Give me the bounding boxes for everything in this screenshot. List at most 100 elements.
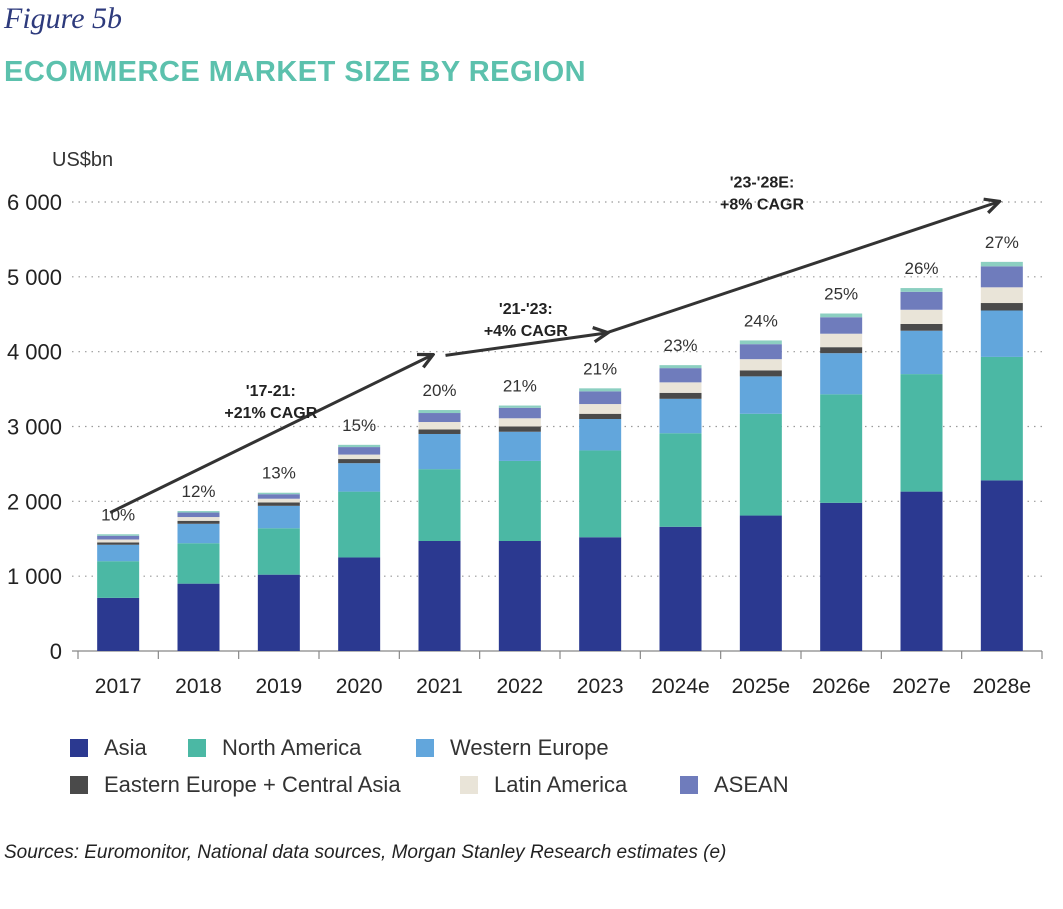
legend-item-eastern-europe: Eastern Europe + Central Asia [70,772,401,798]
bar-segment-asean [900,291,943,310]
bar-segment-western-europe [659,398,702,434]
bar-segment-eastern-europe-central-asia [820,347,863,354]
x-tick-label: 2027e [892,675,950,698]
bar-segment-latin-america [980,287,1023,304]
bar-segment-asia [498,540,541,651]
bar-segment-asia [257,574,300,651]
bar-segment-asean [257,494,300,499]
bar-segment-asia [659,526,702,651]
bar-segment-latin-america [659,382,702,393]
bar-segment-north-america [177,543,220,584]
bar-segment-other [820,313,863,318]
cagr-arrow [109,355,431,514]
x-tick-label: 2025e [732,675,790,698]
bar-segment-western-europe [177,523,220,544]
y-tick-label: 3 000 [7,415,62,440]
bar-segment-latin-america [177,517,220,521]
bar-segment-asia [980,480,1023,651]
bar-segment-latin-america [820,333,863,348]
legend-label-eastern-europe: Eastern Europe + Central Asia [104,772,401,797]
stacked-bar-chart: US$bn 0 1 000 2 000 3 000 4 000 5 000 6 000 10% 2… [7,149,1043,698]
bar-segment-other [900,288,943,292]
bar-segment-eastern-europe-central-asia [338,459,381,464]
cagr-label-period: '21-'23: [499,301,553,318]
bar-top-label: 15% [342,416,376,435]
bar-segment-western-europe [338,463,381,492]
legend-item-north-america: North America [188,735,361,761]
bar-segment-western-europe [257,505,300,529]
y-tick-label: 6 000 [7,190,62,215]
bar-segment-eastern-europe-central-asia [659,392,702,399]
bar-top-label: 24% [744,311,778,330]
bar-segment-asean [980,266,1023,288]
bar-segment-western-europe [980,310,1023,357]
bar-segment-eastern-europe-central-asia [900,323,943,331]
legend-swatch-eastern-europe [70,776,88,794]
bar-segment-western-europe [820,353,863,395]
bar-segment-asia [579,537,622,651]
bar-segment-asean [739,344,782,360]
bar-segment-asia [97,597,140,651]
bar-top-label: 23% [663,336,697,355]
x-tick-label: 2017 [95,675,142,698]
legend-swatch-latin-america [460,776,478,794]
cagr-label-rate: +8% CAGR [720,196,804,213]
bar-segment-western-europe [418,433,461,470]
legend-label-western-europe: Western Europe [450,735,609,760]
legend-swatch-north-america [188,739,206,757]
bar-segment-latin-america [97,539,140,543]
legend-item-asia: Asia [70,735,147,761]
legend-item-western-europe: Western Europe [416,735,609,761]
bar-segment-other [418,410,461,414]
legend-item-latin-america: Latin America [460,772,627,798]
y-axis-label: US$bn [52,149,113,171]
bar-segment-north-america [338,491,381,558]
bar-top-label: 20% [422,381,456,400]
legend-label-asia: Asia [104,735,147,760]
x-tick-label: 2018 [175,675,222,698]
bar-segment-latin-america [418,422,461,430]
legend-label-north-america: North America [222,735,362,760]
bar-segment-eastern-europe-central-asia [257,502,300,506]
cagr-label-period: '17-21: [246,383,296,400]
y-tick-label: 5 000 [7,265,62,290]
bar-segment-asia [338,557,381,651]
legend-item-asean: ASEAN [680,772,789,798]
cagr-label-rate: +21% CAGR [224,405,317,422]
bar-segment-other [97,534,140,536]
bar-segment-western-europe [498,431,541,461]
bar-segment-other [739,340,782,345]
bar-segment-other [659,365,702,369]
y-tick-label: 4 000 [7,340,62,365]
bar-segment-asean [498,407,541,419]
chart-title: ECOMMERCE MARKET SIZE BY REGION [4,56,587,88]
bar-segment-north-america [820,394,863,503]
bar-segment-latin-america [900,309,943,324]
x-tick-label: 2028e [973,675,1031,698]
bar-segment-north-america [498,460,541,541]
bar-segment-north-america [659,433,702,527]
bar-segment-western-europe [739,376,782,414]
source-note: Sources: Euromonitor, National data sour… [4,842,727,863]
y-tick-label: 2 000 [7,489,62,514]
x-tick-label: 2020 [336,675,383,698]
bar-segment-latin-america [739,359,782,371]
bar-top-label: 27% [985,233,1019,252]
bar-segment-latin-america [338,454,381,460]
bar-segment-north-america [418,469,461,541]
bar-segment-asia [739,515,782,651]
legend-swatch-western-europe [416,739,434,757]
bar-top-label: 21% [583,359,617,378]
bar-segment-other [980,261,1023,267]
bar-segment-latin-america [498,418,541,427]
bar-segment-asia [418,540,461,651]
bar-segment-western-europe [579,419,622,451]
figure-label: Figure 5b [4,2,123,35]
bar-segment-asia [177,583,220,651]
bar-segment-north-america [579,450,622,538]
bar-segment-asean [177,512,220,518]
legend-swatch-asia [70,739,88,757]
y-tick-label: 0 [50,639,62,664]
bar-segment-north-america [97,561,140,598]
cagr-label-period: '23-'28E: [730,174,795,191]
